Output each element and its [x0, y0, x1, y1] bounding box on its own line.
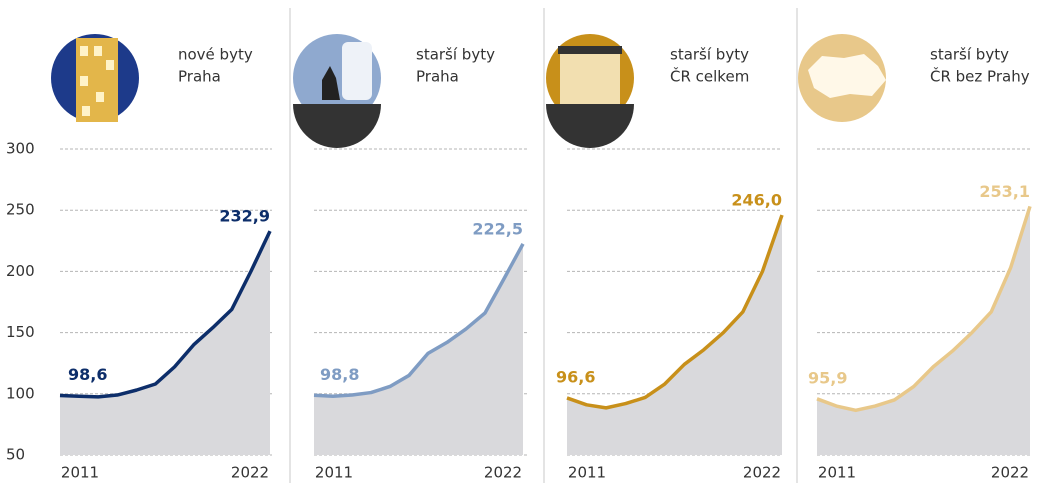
panel-title: starší byty	[670, 46, 749, 64]
y-tick-label: 150	[6, 323, 35, 341]
separators	[289, 8, 798, 483]
area	[60, 231, 270, 455]
line	[816, 205, 1032, 413]
panel-title: starší byty	[930, 46, 1009, 64]
y-tick-label: 50	[6, 446, 25, 464]
panel-title: Praha	[416, 68, 459, 86]
line	[59, 230, 272, 399]
x-tick-label: 2022	[231, 464, 269, 482]
y-tick-label: 100	[6, 384, 35, 402]
icon	[293, 34, 381, 148]
value-label: 95,9	[808, 368, 847, 387]
x-tick-label: 2022	[991, 464, 1029, 482]
value-label: 98,6	[68, 365, 107, 384]
area	[567, 215, 782, 455]
x-tick-label: 2011	[315, 464, 353, 482]
y-tick-label: 200	[6, 262, 35, 280]
icon	[51, 34, 139, 122]
icon	[798, 34, 886, 122]
line	[566, 214, 784, 410]
x-tick-label: 2011	[818, 464, 856, 482]
area	[817, 206, 1030, 455]
panel-title: ČR celkem	[670, 67, 749, 86]
line	[313, 243, 525, 398]
value-label: 232,9	[219, 207, 270, 226]
y-tick-label: 250	[6, 201, 35, 219]
panel-title: nové byty	[178, 46, 253, 64]
panel-title: Praha	[178, 68, 221, 86]
x-tick-label: 2011	[61, 464, 99, 482]
x-tick-label: 2022	[484, 464, 522, 482]
value-label: 253,1	[979, 182, 1030, 201]
area	[314, 243, 523, 455]
value-label: 96,6	[556, 367, 595, 386]
value-label: 222,5	[472, 219, 523, 238]
value-label: 98,8	[320, 365, 359, 384]
panel-title: ČR bez Prahy	[930, 67, 1030, 86]
x-tick-label: 2022	[743, 464, 781, 482]
x-tick-label: 2011	[568, 464, 606, 482]
value-label: 246,0	[731, 191, 782, 210]
y-tick-label: 300	[6, 140, 35, 158]
icon	[546, 34, 634, 148]
panel-title: starší byty	[416, 46, 495, 64]
